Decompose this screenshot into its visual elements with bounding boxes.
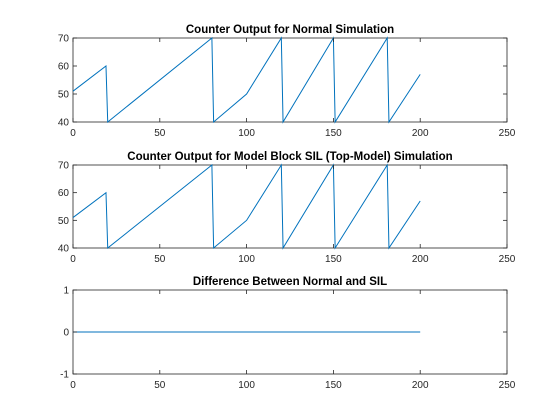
chart-title: Difference Between Normal and SIL <box>193 276 387 288</box>
axes-box <box>72 164 508 249</box>
x-tick-label: 200 <box>412 254 429 265</box>
x-tick-label: 250 <box>499 380 516 391</box>
x-tick-label: 250 <box>499 254 516 265</box>
x-tick-label: 150 <box>325 128 342 139</box>
axes-box <box>72 37 508 123</box>
series-line <box>72 163 421 250</box>
x-tick-label: 50 <box>154 254 166 265</box>
x-tick-label: 100 <box>238 254 255 265</box>
y-tick-label: 50 <box>58 216 70 227</box>
x-tick-label: 200 <box>412 128 429 139</box>
x-tick-label: 150 <box>325 254 342 265</box>
y-tick-label: 40 <box>58 244 70 255</box>
x-tick-label: 50 <box>154 128 166 139</box>
x-tick-label: 50 <box>154 380 166 391</box>
x-tick-label: 100 <box>238 128 255 139</box>
chart-title: Counter Output for Model Block SIL (Top-… <box>127 151 452 163</box>
x-tick-label: 0 <box>70 128 76 139</box>
y-tick-label: 60 <box>58 62 70 73</box>
y-tick-label: -1 <box>60 370 69 381</box>
x-tick-label: 0 <box>70 380 76 391</box>
y-tick-label: 70 <box>58 34 70 45</box>
subplot-difference: Difference Between Normal and SIL 0 50 100… <box>60 276 516 391</box>
x-tick-label: 150 <box>325 380 342 391</box>
y-tick-label: 60 <box>58 188 70 199</box>
y-tick-label: 70 <box>58 161 70 172</box>
subplot-normal-simulation: Counter Output for Normal Simulation 0 50… <box>58 24 516 139</box>
x-tick-label: 100 <box>238 380 255 391</box>
chart-title: Counter Output for Normal Simulation <box>186 24 394 36</box>
x-tick-label: 200 <box>412 380 429 391</box>
y-tick-label: 1 <box>63 286 69 297</box>
y-tick-label: 40 <box>58 118 70 129</box>
y-tick-label: 50 <box>58 90 70 101</box>
x-tick-label: 0 <box>70 254 76 265</box>
subplot-sil-simulation: Counter Output for Model Block SIL (Top-… <box>58 151 516 265</box>
y-tick-label: 0 <box>63 328 69 339</box>
series-line <box>72 36 421 124</box>
x-tick-label: 250 <box>499 128 516 139</box>
